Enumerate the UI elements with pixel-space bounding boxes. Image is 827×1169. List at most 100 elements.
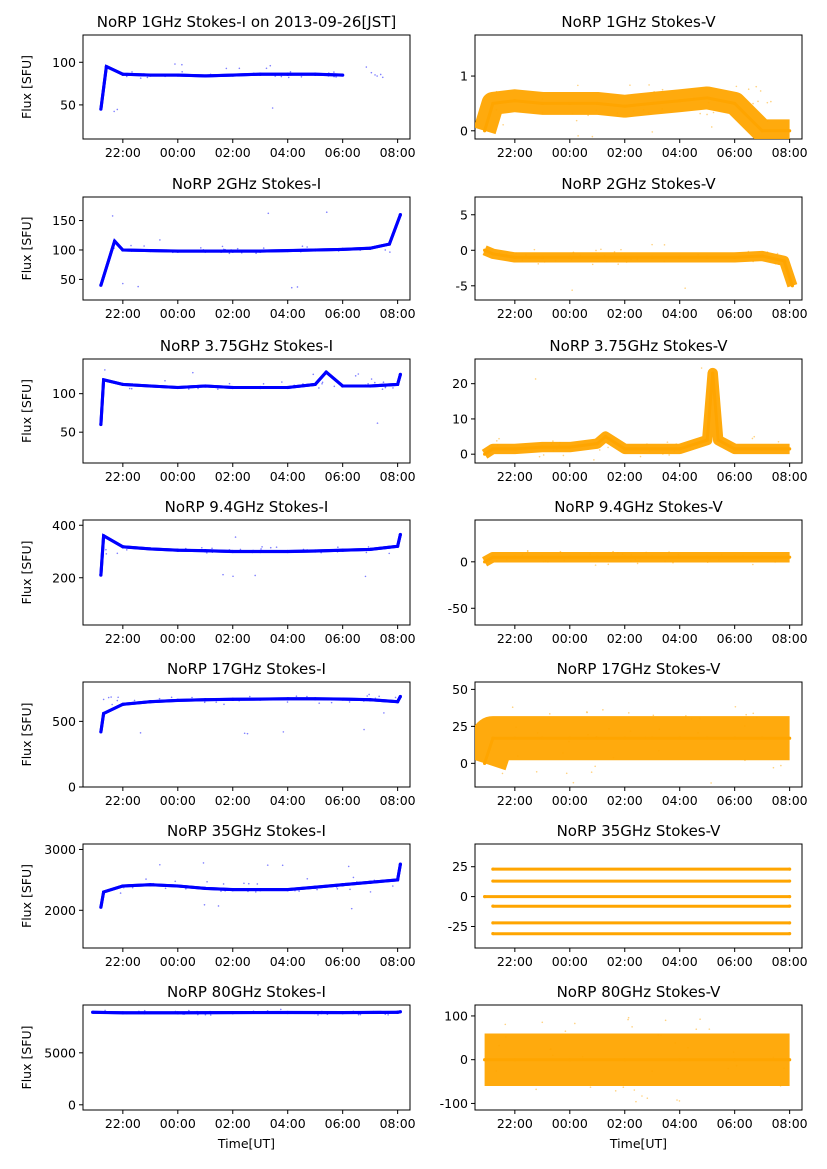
noise-point bbox=[133, 72, 136, 75]
data-point bbox=[396, 700, 400, 704]
noise-point bbox=[348, 701, 351, 703]
noise-point bbox=[636, 562, 639, 565]
panel-4: NoRP 3.75GHz Stokes-I 22:00 00:00 02:00 04:0… bbox=[19, 337, 416, 484]
noise-point bbox=[665, 256, 668, 258]
y-tick-label: 100 bbox=[52, 55, 76, 70]
noise-point bbox=[360, 1011, 363, 1014]
data-point bbox=[650, 101, 654, 106]
noise-point bbox=[533, 248, 536, 251]
data-point bbox=[176, 698, 180, 702]
noise-point bbox=[568, 740, 570, 743]
noise-point bbox=[246, 732, 249, 735]
noise-point bbox=[279, 1008, 282, 1011]
data-point bbox=[491, 921, 495, 925]
noise-point bbox=[247, 890, 249, 893]
noise-point bbox=[209, 1014, 212, 1016]
noise-point bbox=[676, 1099, 678, 1101]
x-tick-label: 06:00 bbox=[717, 954, 753, 969]
x-tick-label: 22:00 bbox=[105, 631, 141, 646]
panel-2: NoRP 2GHz Stokes-I 22:00 00:00 02:00 04:00 06… bbox=[19, 175, 416, 321]
noise-point bbox=[778, 263, 780, 266]
noise-point bbox=[228, 252, 231, 255]
series-band bbox=[475, 716, 790, 771]
data-point bbox=[513, 447, 517, 451]
y-tick-label: -100 bbox=[440, 1096, 468, 1111]
noise-point bbox=[317, 1014, 319, 1016]
noise-point bbox=[551, 1054, 554, 1057]
data-point bbox=[788, 867, 792, 871]
x-tick-label: 00:00 bbox=[552, 631, 588, 646]
y-tick-label: 25 bbox=[452, 859, 468, 874]
x-tick-label: 22:00 bbox=[105, 1116, 141, 1131]
x-tick-label: 04:00 bbox=[662, 793, 698, 808]
data-point bbox=[760, 447, 764, 451]
y-tick-label: 0 bbox=[460, 889, 468, 904]
noise-point bbox=[563, 559, 566, 562]
noise-point bbox=[138, 1010, 140, 1013]
data-point bbox=[286, 549, 290, 554]
panel-title: NoRP 9.4GHz Stokes-V bbox=[554, 498, 723, 516]
noise-point bbox=[515, 726, 517, 728]
noise-point bbox=[330, 549, 332, 552]
noise-point bbox=[326, 1013, 329, 1016]
data-point bbox=[398, 372, 402, 377]
y-tick-label: 5000 bbox=[44, 1045, 76, 1060]
noise-point bbox=[498, 437, 500, 440]
noise-point bbox=[193, 1011, 196, 1013]
noise-point bbox=[519, 110, 521, 112]
noise-point bbox=[272, 1011, 274, 1013]
noise-point bbox=[255, 252, 257, 255]
data-point bbox=[176, 385, 180, 390]
noise-point bbox=[211, 547, 213, 550]
noise-point bbox=[302, 548, 305, 551]
x-tick-label: 02:00 bbox=[215, 631, 251, 646]
x-tick-label: 08:00 bbox=[772, 1116, 808, 1131]
data-point bbox=[716, 438, 720, 442]
noise-point bbox=[143, 1009, 146, 1012]
data-point bbox=[203, 698, 207, 702]
noise-point bbox=[288, 697, 290, 699]
noise-point bbox=[552, 440, 554, 442]
data-point bbox=[483, 452, 487, 456]
noise-point bbox=[697, 731, 699, 734]
data-point bbox=[313, 697, 317, 701]
noise-point bbox=[717, 559, 720, 561]
data-point bbox=[491, 932, 495, 936]
x-tick-label: 08:00 bbox=[380, 954, 416, 969]
data-point bbox=[102, 890, 106, 894]
noise-point bbox=[517, 755, 519, 757]
data-point bbox=[121, 702, 125, 706]
noise-point bbox=[234, 1011, 237, 1014]
data-point bbox=[733, 555, 737, 559]
noise-point bbox=[365, 698, 368, 700]
noise-point bbox=[515, 448, 518, 451]
noise-point bbox=[192, 371, 194, 374]
noise-point bbox=[389, 251, 391, 253]
noise-point bbox=[525, 254, 527, 256]
noise-point bbox=[164, 74, 167, 77]
noise-point bbox=[744, 759, 746, 762]
data-point bbox=[788, 894, 792, 899]
data-point bbox=[258, 249, 262, 253]
data-point bbox=[483, 129, 487, 133]
noise-point bbox=[595, 736, 598, 738]
noise-point bbox=[355, 384, 358, 387]
data-point bbox=[650, 447, 654, 451]
noise-point bbox=[620, 248, 622, 251]
noise-point bbox=[188, 1009, 190, 1012]
noise-point bbox=[594, 765, 596, 768]
noise-point bbox=[353, 698, 355, 701]
data-point bbox=[231, 1010, 235, 1015]
noise-point bbox=[699, 112, 701, 115]
noise-point bbox=[687, 1046, 689, 1049]
noise-point bbox=[146, 76, 149, 79]
noise-point bbox=[299, 250, 302, 253]
noise-point bbox=[209, 73, 212, 76]
data-point bbox=[398, 532, 402, 537]
noise-point bbox=[627, 712, 630, 714]
x-tick-label: 02:00 bbox=[215, 793, 251, 808]
data-point bbox=[324, 370, 328, 374]
x-tick-label: 06:00 bbox=[717, 469, 753, 484]
data-point bbox=[678, 1058, 682, 1062]
data-point bbox=[733, 101, 737, 106]
